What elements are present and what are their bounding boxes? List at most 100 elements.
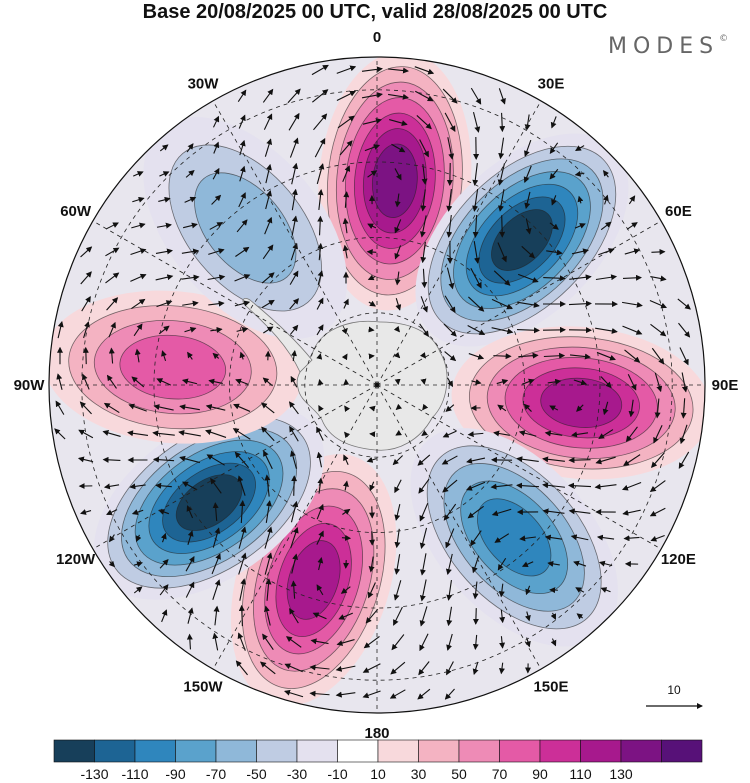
wind-arrow xyxy=(569,353,591,360)
wind-arrow xyxy=(186,505,194,519)
wind-arrow xyxy=(265,578,272,601)
wind-arrow xyxy=(523,403,532,412)
wind-arrow xyxy=(622,325,643,335)
wind-arrow xyxy=(264,526,273,549)
wind-vectors xyxy=(54,64,691,700)
wind-arrow xyxy=(442,430,457,438)
wind-arrow xyxy=(239,165,246,182)
wind-arrow xyxy=(159,171,170,177)
wind-arrow xyxy=(525,218,532,235)
wind-arrow xyxy=(161,609,168,623)
wind-arrow xyxy=(395,403,403,411)
modes-logo: MODES© xyxy=(608,34,728,59)
wind-arrow xyxy=(650,323,667,337)
wind-arrow xyxy=(568,300,592,307)
wind-arrow xyxy=(208,300,225,307)
wind-arrow xyxy=(419,579,427,602)
wind-arrow xyxy=(80,271,92,285)
wind-arrow xyxy=(316,297,324,310)
wind-arrow xyxy=(362,118,382,125)
wind-arrow xyxy=(156,222,172,229)
wind-arrow xyxy=(339,140,353,156)
wind-arrow xyxy=(595,274,618,281)
wind-arrow xyxy=(421,164,428,185)
colorbar-swatch xyxy=(661,739,703,763)
wind-arrow xyxy=(239,578,247,601)
wind-arrow xyxy=(316,353,323,360)
wind-arrow xyxy=(365,608,379,624)
wind-arrow xyxy=(568,482,592,489)
wind-arrow xyxy=(467,505,484,519)
wind-arrow xyxy=(262,88,274,103)
wind-arrow xyxy=(207,274,226,281)
wind-arrow xyxy=(516,456,539,463)
wind-arrow xyxy=(622,274,642,281)
wind-arrow xyxy=(208,248,225,255)
wind-arrow xyxy=(367,582,376,599)
wind-arrow xyxy=(394,554,401,575)
wind-arrow xyxy=(212,167,220,180)
wind-arrow xyxy=(568,508,591,515)
wind-arrow xyxy=(311,64,329,76)
colorbar-swatch xyxy=(53,739,95,763)
graticule xyxy=(49,57,705,713)
wind-arrow xyxy=(499,112,506,133)
wind-arrow xyxy=(181,274,200,281)
wind-arrow xyxy=(289,324,299,335)
wind-arrow xyxy=(417,454,431,466)
wind-arrow xyxy=(549,405,559,411)
wind-arrow xyxy=(496,378,509,385)
wind-arrow xyxy=(362,663,381,673)
wind-arrow xyxy=(654,372,663,393)
wind-arrow xyxy=(317,378,324,386)
wind-arrow xyxy=(343,560,350,569)
wind-arrow xyxy=(265,163,272,184)
wind-arrow xyxy=(57,320,64,339)
wind-arrow xyxy=(129,483,146,490)
wind-arrow xyxy=(238,552,247,575)
wind-arrow xyxy=(239,139,246,156)
wind-arrow xyxy=(467,325,486,335)
wind-arrow xyxy=(263,326,274,334)
wind-arrow xyxy=(132,196,145,203)
anomaly-contour xyxy=(540,377,623,428)
colorbar-tick-label: 50 xyxy=(451,766,467,782)
wind-arrow xyxy=(82,373,90,390)
wind-arrow xyxy=(445,528,455,549)
wind-arrow xyxy=(234,300,251,307)
lon-60w-label: 60W xyxy=(60,203,92,220)
wind-arrow xyxy=(390,661,406,675)
wind-arrow xyxy=(602,169,609,178)
wind-arrow xyxy=(187,351,193,360)
wind-arrow xyxy=(369,481,375,492)
wind-arrow xyxy=(446,189,453,212)
wind-arrow xyxy=(497,404,507,412)
wind-arrow xyxy=(493,270,511,286)
meridian-line xyxy=(212,384,378,670)
wind-arrow xyxy=(289,137,299,158)
wind-arrow xyxy=(314,137,326,158)
wind-arrow xyxy=(108,347,115,364)
wind-arrow xyxy=(236,326,249,333)
wind-arrow xyxy=(284,689,304,698)
wind-arrow xyxy=(521,561,534,568)
wind-arrow xyxy=(344,431,351,439)
colorbar-tick-label: 110 xyxy=(569,766,592,782)
wind-arrow xyxy=(131,298,146,309)
wind-arrow xyxy=(603,194,609,205)
wind-arrow xyxy=(152,430,175,437)
wind-arrow xyxy=(153,404,174,411)
wind-arrow xyxy=(184,326,197,333)
wind-arrow xyxy=(261,299,275,309)
wind-arrow xyxy=(418,478,430,494)
wind-arrow xyxy=(133,561,143,568)
wind-arrow xyxy=(182,481,198,491)
wind-arrow xyxy=(419,215,427,238)
wind-arrow xyxy=(571,431,589,438)
wind-arrow xyxy=(627,373,637,391)
wind-arrow xyxy=(262,633,274,651)
wind-arrow xyxy=(445,404,455,412)
wind-arrow xyxy=(570,534,589,541)
wind-arrow xyxy=(235,246,250,257)
wind-arrow xyxy=(159,584,169,596)
